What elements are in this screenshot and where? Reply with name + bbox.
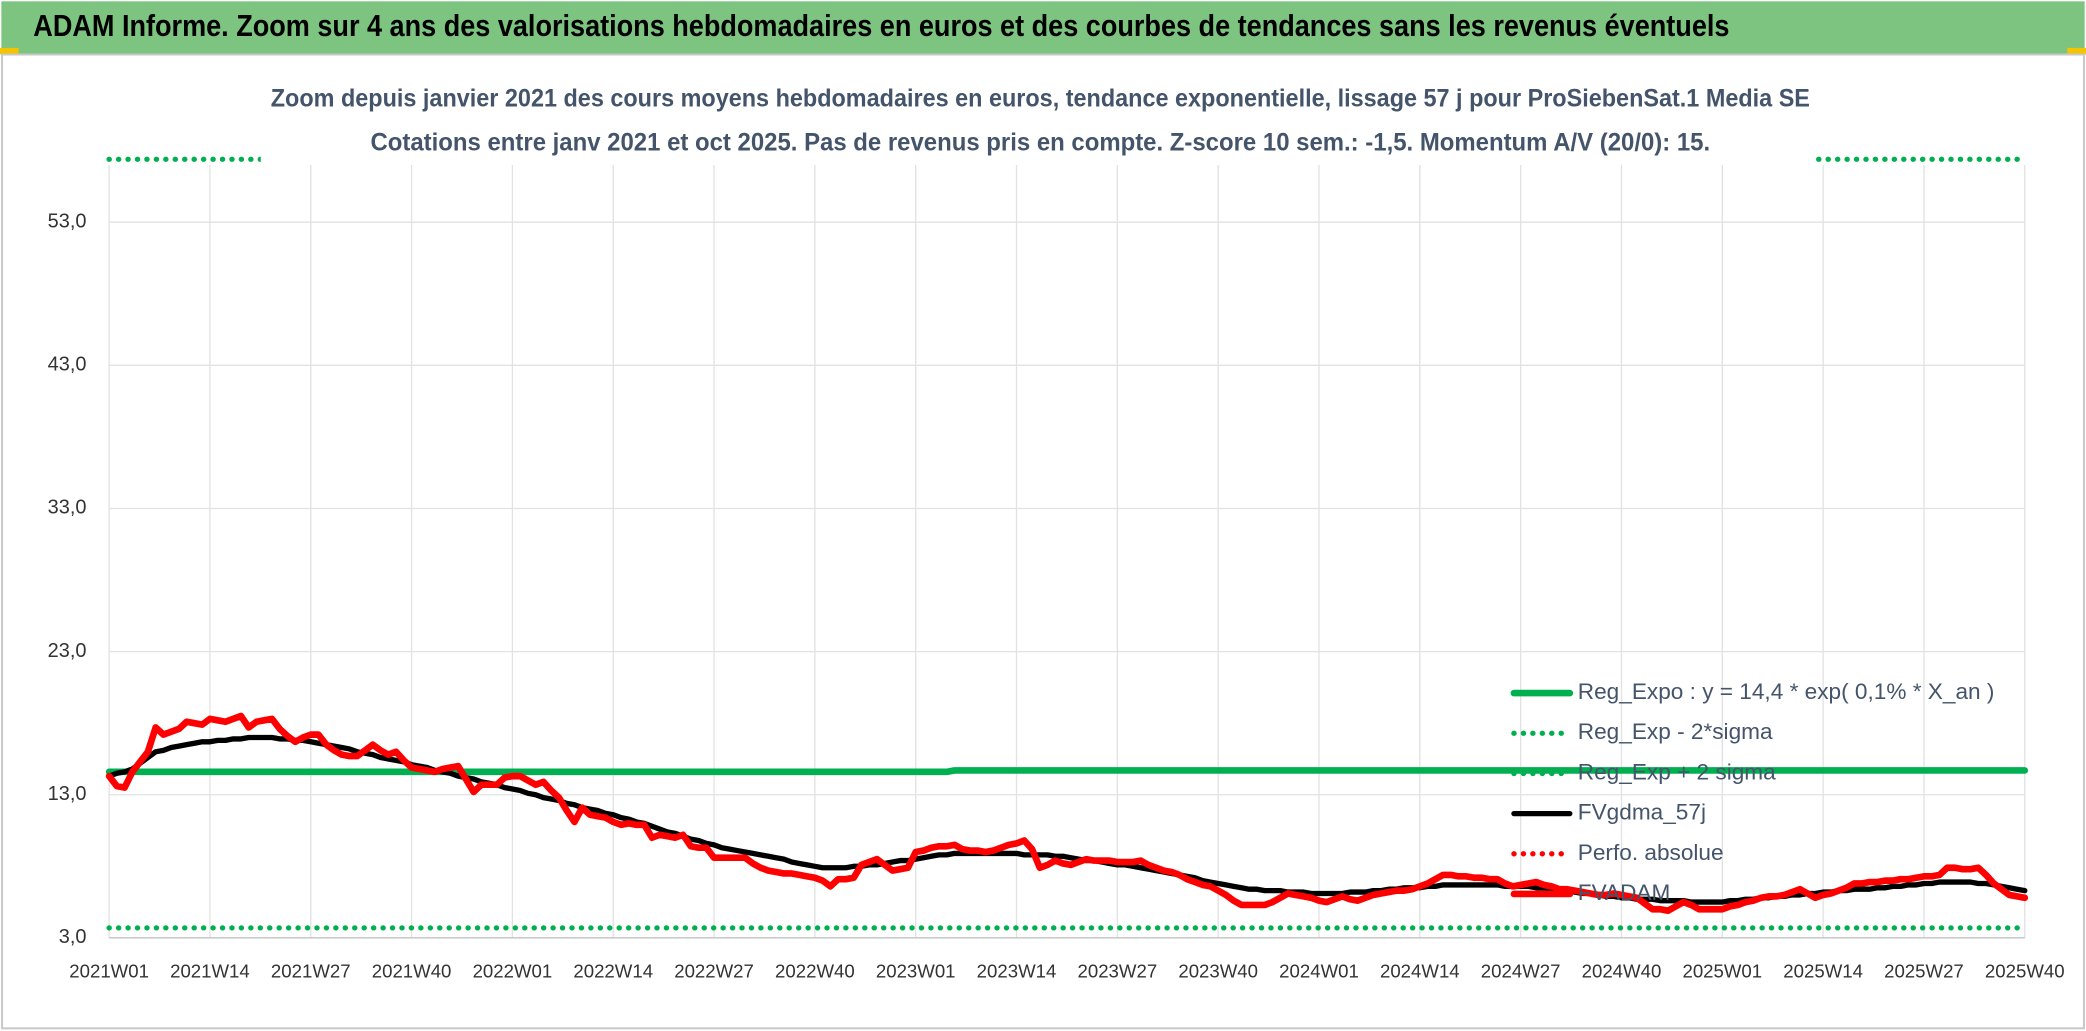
- legend-label: Perfo. absolue: [1578, 840, 1724, 865]
- grid: [108, 164, 2026, 939]
- y-tick-label: 43,0: [48, 354, 87, 376]
- chart-title: Zoom depuis janvier 2021 des cours moyen…: [271, 84, 1810, 112]
- y-tick-label: 13,0: [48, 783, 87, 805]
- x-tick-label: 2025W27: [1884, 960, 1964, 981]
- x-tick-label: 2022W27: [674, 960, 754, 981]
- series-line: [105, 712, 2029, 915]
- legend-label: FVADAM: [1578, 880, 1671, 905]
- y-tick-label: 3,0: [59, 926, 87, 948]
- legend-label: Reg_Exp + 2 sigma: [1578, 759, 1776, 784]
- x-tick-label: 2021W27: [271, 960, 351, 981]
- x-tick-label: 2024W40: [1582, 960, 1662, 981]
- legend-label: Reg_Exp - 2*sigma: [1578, 719, 1773, 744]
- x-tick-label: 2022W40: [775, 960, 855, 981]
- x-tick-label: 2023W40: [1178, 960, 1258, 981]
- x-tick-label: 2021W40: [372, 960, 452, 981]
- corner-mark: [0, 47, 19, 55]
- y-tick-label: 33,0: [48, 497, 87, 519]
- x-tick-label: 2023W14: [977, 960, 1057, 981]
- chart-subtitle: Cotations entre janv 2021 et oct 2025. P…: [371, 128, 1711, 156]
- frame: [1, 53, 2085, 1030]
- legend-label: FVgdma_57j: [1578, 800, 1706, 825]
- header-title: ADAM Informe. Zoom sur 4 ans des valoris…: [33, 9, 1729, 43]
- x-tick-label: 2022W01: [473, 960, 553, 981]
- title-backdrop: [260, 74, 1815, 163]
- y-tick-label: 53,0: [48, 210, 87, 232]
- x-tick-label: 2024W14: [1380, 960, 1460, 981]
- x-tick-label: 2025W14: [1783, 960, 1863, 981]
- axes: 3,0 13,0 23,0 33,0 43,0 53,0 2021W01 2021W14 202…: [48, 210, 2065, 981]
- x-tick-label: 2021W01: [69, 960, 149, 981]
- legend: Reg_Expo : y = 14,4 * exp( 0,1% * X_an )…: [1510, 679, 1995, 905]
- x-tick-label: 2025W01: [1682, 960, 1762, 981]
- x-tick-label: 2023W27: [1078, 960, 1158, 981]
- legend-label: Reg_Expo : y = 14,4 * exp( 0,1% * X_an ): [1578, 679, 1995, 704]
- x-tick-label: 2024W01: [1279, 960, 1359, 981]
- x-tick-label: 2025W40: [1985, 960, 2065, 981]
- plot-lines: [105, 156, 2029, 931]
- x-tick-label: 2021W14: [170, 960, 250, 981]
- y-tick-label: 23,0: [48, 640, 87, 662]
- x-tick-label: 2024W27: [1481, 960, 1561, 981]
- corner-mark: [2067, 47, 2086, 55]
- x-tick-label: 2023W01: [876, 960, 956, 981]
- header-bar: [1, 1, 2085, 55]
- x-tick-label: 2022W14: [573, 960, 653, 981]
